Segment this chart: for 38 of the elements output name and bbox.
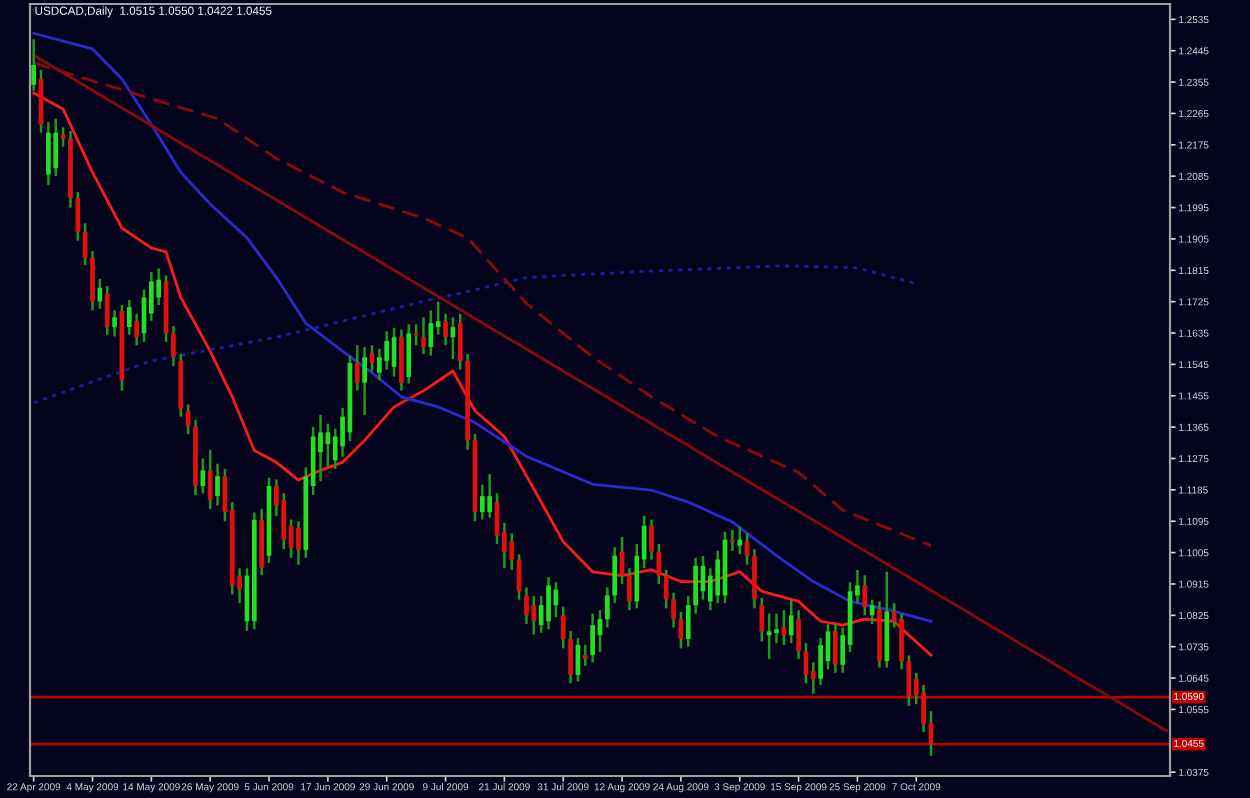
candlestick (766, 612, 772, 661)
candlestick (737, 525, 743, 556)
candlestick (296, 519, 301, 567)
candlestick (354, 343, 360, 392)
candlestick (126, 298, 132, 337)
candlestick (46, 120, 51, 187)
candlestick (259, 507, 265, 577)
candlestick (524, 586, 529, 626)
candlestick (428, 309, 434, 357)
candlestick (421, 316, 426, 356)
line-series (32, 91, 933, 657)
candlestick (862, 574, 868, 617)
candlestick (318, 413, 323, 483)
candlestick (546, 575, 551, 631)
candlestick (215, 462, 220, 507)
candlestick (200, 457, 206, 495)
candlestick (104, 284, 110, 337)
candlestick (31, 37, 37, 93)
candlestick (899, 612, 904, 671)
candlestick (590, 612, 595, 664)
line-series (32, 31, 933, 623)
candlestick (399, 328, 404, 392)
candlestick (730, 528, 735, 553)
candlestick (207, 448, 213, 511)
candlestick (627, 567, 632, 612)
candlestick (487, 472, 493, 519)
candlestick (479, 483, 485, 521)
candlestick (531, 594, 537, 636)
candlestick (774, 612, 779, 645)
candlestick (833, 622, 838, 675)
line-series (32, 264, 918, 405)
candlestick (818, 636, 823, 687)
candlestick (362, 345, 367, 417)
candlestick (406, 323, 412, 385)
candlestick (796, 608, 801, 661)
candlestick (53, 117, 59, 178)
candlestick (443, 312, 448, 347)
candlestick (112, 309, 117, 338)
